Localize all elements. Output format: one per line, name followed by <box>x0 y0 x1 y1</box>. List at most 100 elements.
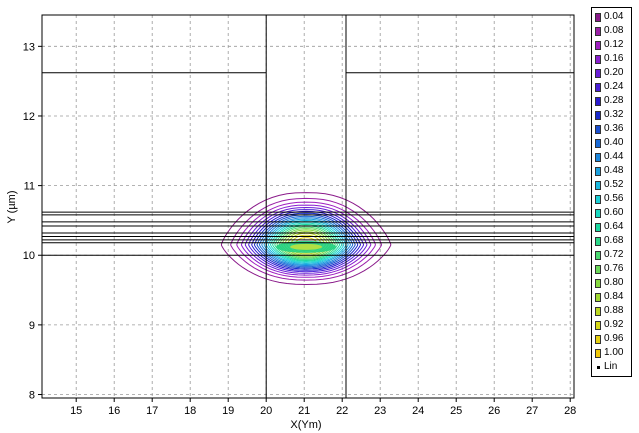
legend-entry-0.64: 0.64 <box>595 220 631 234</box>
legend-swatch <box>595 110 601 120</box>
legend-level-label: 0.88 <box>604 305 624 316</box>
x-axis-ticks: 15 16 17 18 19 20 21 22 23 24 25 26 27 28 <box>70 398 576 417</box>
contour-level-0.64 <box>272 223 341 262</box>
contour-level-0.08 <box>230 197 383 281</box>
legend-swatch <box>595 222 601 232</box>
legend-swatch <box>595 264 601 274</box>
legend-level-label: 0.12 <box>604 39 624 50</box>
legend-entry-0.56: 0.56 <box>595 192 631 206</box>
legend-swatch <box>595 334 601 344</box>
legend-level-label: 0.60 <box>604 207 624 218</box>
legend-entry-0.68: 0.68 <box>595 234 631 248</box>
legend-level-label: 0.08 <box>604 25 624 36</box>
contour-level-0.28 <box>251 210 362 271</box>
x-tick-label-5: 20 <box>260 405 272 417</box>
legend-level-label: 0.28 <box>604 95 624 106</box>
legend-swatch <box>595 68 601 78</box>
legend-entry-0.48: 0.48 <box>595 164 631 178</box>
legend-entry-0.92: 0.92 <box>595 318 631 332</box>
legend-entry-0.80: 0.80 <box>595 276 631 290</box>
y-axis-title: Y (µm) <box>6 190 18 223</box>
legend-level-label: 0.72 <box>604 249 624 260</box>
legend-swatch <box>595 194 601 204</box>
y-axis-ticks: 8 9 10 11 12 13 <box>23 41 42 402</box>
legend-swatch <box>595 348 601 358</box>
legend-level-label: 0.76 <box>604 263 624 274</box>
legend-entry-0.36: 0.36 <box>595 122 631 136</box>
y-tick-label-0: 8 <box>29 390 35 402</box>
contour-level-0.24 <box>248 209 365 273</box>
legend-swatch <box>595 166 601 176</box>
legend-level-label: 0.24 <box>604 81 624 92</box>
legend-entry-0.72: 0.72 <box>595 248 631 262</box>
x-tick-label-10: 25 <box>450 405 462 417</box>
contour-level-0.36 <box>256 214 356 269</box>
x-tick-label-12: 27 <box>526 405 538 417</box>
x-axis-title: X(Ym) <box>290 419 321 431</box>
x-tick-label-8: 23 <box>374 405 386 417</box>
legend-swatch <box>595 320 601 330</box>
legend-level-label: 0.32 <box>604 109 624 120</box>
legend-level-label: 0.40 <box>604 137 624 148</box>
contour-level-0.60 <box>269 222 343 263</box>
y-tick-label-2: 10 <box>23 250 35 262</box>
legend-swatch <box>595 124 601 134</box>
legend-entry-0.40: 0.40 <box>595 136 631 150</box>
x-tick-label-13: 28 <box>564 405 576 417</box>
legend-entry-0.08: 0.08 <box>595 24 631 38</box>
contour-level-0.68 <box>274 225 338 260</box>
contour-level-0.56 <box>267 221 345 263</box>
legend-level-label: 0.44 <box>604 151 624 162</box>
legend-scale-entry: Lin <box>595 360 631 374</box>
legend-level-label: 0.64 <box>604 221 624 232</box>
legend-level-label: 0.52 <box>604 179 624 190</box>
x-tick-label-1: 16 <box>108 405 120 417</box>
legend-scale-label: Lin <box>604 361 618 372</box>
legend-entry-0.60: 0.60 <box>595 206 631 220</box>
legend-entry-0.04: 0.04 <box>595 10 631 24</box>
contour-peak <box>290 243 323 250</box>
x-tick-label-3: 18 <box>184 405 196 417</box>
legend-swatch <box>595 180 601 190</box>
contour-level-0.04 <box>220 192 392 286</box>
legend-swatch <box>595 82 601 92</box>
legend-entry-0.76: 0.76 <box>595 262 631 276</box>
legend-entry-0.84: 0.84 <box>595 290 631 304</box>
plot-frame <box>41 14 575 399</box>
x-tick-label-0: 15 <box>70 405 82 417</box>
legend-level-label: 0.96 <box>604 333 624 344</box>
legend-swatch <box>595 152 601 162</box>
x-tick-label-6: 21 <box>298 405 310 417</box>
legend-entry-0.12: 0.12 <box>595 38 631 52</box>
legend-entry-0.44: 0.44 <box>595 150 631 164</box>
y-tick-label-3: 11 <box>24 181 35 193</box>
legend-swatch <box>595 12 601 22</box>
x-tick-label-9: 24 <box>412 405 424 417</box>
legend-swatch <box>595 40 601 50</box>
legend-level-label: 0.68 <box>604 235 624 246</box>
legend-swatch <box>595 208 601 218</box>
legend-swatch <box>595 306 601 316</box>
legend-entries: 0.04 0.08 0.12 0.16 0.20 0.24 0.28 0.32 0.36 0.40… <box>595 10 631 360</box>
x-tick-label-11: 26 <box>488 405 500 417</box>
legend-swatch <box>595 236 601 246</box>
contour-level-0.16 <box>240 204 372 276</box>
legend-entry-0.24: 0.24 <box>595 80 631 94</box>
legend-level-label: 0.48 <box>604 165 624 176</box>
legend-entry-0.32: 0.32 <box>595 108 631 122</box>
legend-swatch <box>595 292 601 302</box>
contour-legend: 0.04 0.08 0.12 0.16 0.20 0.24 0.28 0.32 0.36 0.40… <box>591 7 632 377</box>
contour-level-0.44 <box>261 217 351 267</box>
legend-swatch <box>595 26 601 36</box>
legend-level-label: 0.20 <box>604 67 624 78</box>
x-tick-label-2: 17 <box>146 405 158 417</box>
legend-swatch <box>595 96 601 106</box>
y-tick-label-1: 9 <box>29 320 35 332</box>
y-tick-label-5: 13 <box>23 41 35 53</box>
legend-swatch <box>595 250 601 260</box>
waveguide-structure-lines <box>42 15 574 398</box>
contour-level-0.12 <box>236 201 376 278</box>
legend-entry-0.96: 0.96 <box>595 332 631 346</box>
legend-swatch <box>595 278 601 288</box>
